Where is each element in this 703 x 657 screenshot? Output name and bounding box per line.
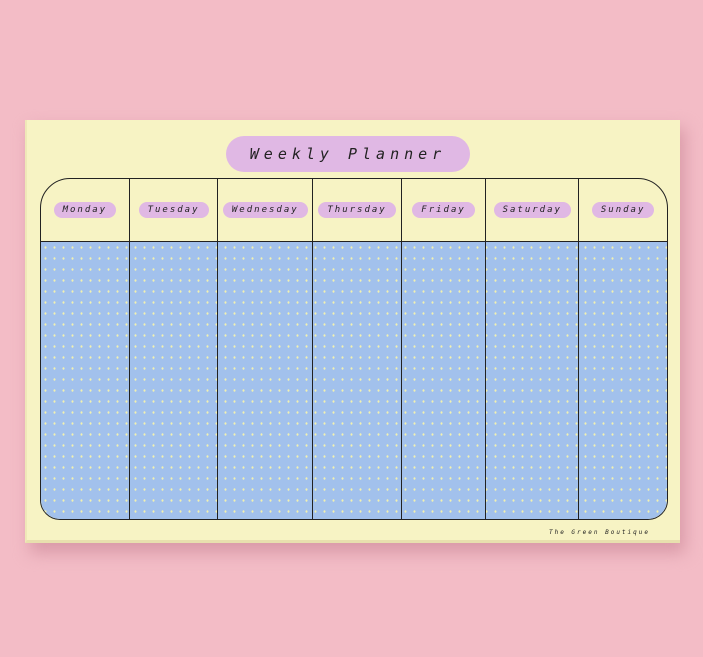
day-friday: Friday [402, 179, 487, 241]
column-friday [402, 242, 487, 519]
brand-text: The Green Boutique [548, 529, 650, 536]
day-label: Tuesday [138, 202, 209, 218]
writing-area [41, 242, 667, 519]
day-label: Monday [53, 202, 117, 218]
column-saturday [486, 242, 580, 519]
day-label: Saturday [493, 202, 571, 218]
day-wednesday: Wednesday [218, 179, 314, 241]
day-label: Wednesday [222, 202, 308, 218]
day-label: Sunday [591, 202, 655, 218]
day-sunday: Sunday [579, 179, 667, 241]
column-sunday [579, 242, 667, 519]
planner-notepad: Weekly Planner Monday Tuesday Wednesday … [25, 120, 680, 543]
day-thursday: Thursday [313, 179, 402, 241]
day-saturday: Saturday [486, 179, 580, 241]
day-label: Friday [412, 202, 475, 218]
column-wednesday [218, 242, 314, 519]
day-monday: Monday [41, 179, 130, 241]
day-header-row: Monday Tuesday Wednesday Thursday Friday… [41, 179, 667, 242]
column-tuesday [130, 242, 219, 519]
week-grid: Monday Tuesday Wednesday Thursday Friday… [40, 178, 668, 520]
column-thursday [313, 242, 402, 519]
day-label: Thursday [318, 202, 396, 218]
column-monday [41, 242, 130, 519]
day-tuesday: Tuesday [130, 179, 219, 241]
planner-title: Weekly Planner [226, 136, 470, 172]
